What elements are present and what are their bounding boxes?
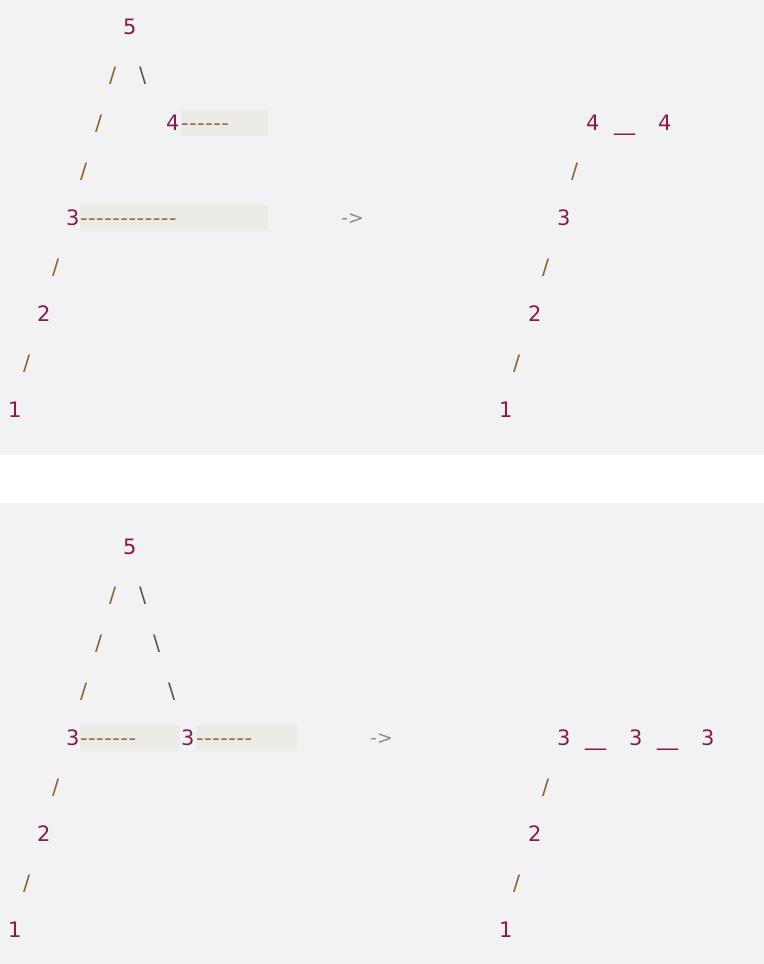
node-1: 1 — [8, 918, 22, 942]
node-2: 2 — [528, 822, 542, 846]
edge-slash: / — [542, 775, 550, 799]
edge-backslash: \ — [139, 583, 147, 607]
edge-slash: / — [109, 63, 117, 87]
edge-slash: / — [513, 351, 521, 375]
dash-line: ------ — [181, 110, 268, 136]
merge-separator: __ — [585, 726, 606, 750]
node-5: 5 — [123, 535, 137, 559]
node-4: 4 — [586, 111, 600, 135]
edge-slash: / — [95, 111, 103, 135]
edge-slash: / — [52, 775, 60, 799]
edge-backslash: \ — [168, 679, 176, 703]
edge-slash: / — [95, 631, 103, 655]
edge-slash: / — [80, 159, 88, 183]
diagram-panel-2: 5 / \ / \ / \ 3 ------- 3 ------- / 2 / … — [0, 503, 764, 964]
transform-arrow: -> — [341, 207, 364, 229]
merge-separator: __ — [657, 726, 678, 750]
node-3: 3 — [66, 206, 80, 230]
edge-slash: / — [52, 255, 60, 279]
node-2: 2 — [528, 302, 542, 326]
merge-separator: __ — [614, 111, 635, 135]
node-4: 4 — [166, 111, 180, 135]
node-1: 1 — [8, 398, 22, 422]
edge-slash: / — [23, 351, 31, 375]
node-1: 1 — [499, 918, 513, 942]
edge-slash: / — [80, 679, 88, 703]
node-3: 3 — [557, 206, 571, 230]
dash-line: ------------ — [80, 205, 268, 231]
node-2: 2 — [37, 302, 51, 326]
edge-slash: / — [23, 871, 31, 895]
edge-backslash: \ — [139, 63, 147, 87]
node-2: 2 — [37, 822, 51, 846]
edge-slash: / — [109, 583, 117, 607]
node-3: 3 — [557, 726, 571, 750]
dash-line: ------- — [196, 725, 297, 751]
transform-arrow: -> — [370, 727, 393, 749]
edge-slash: / — [542, 255, 550, 279]
node-3: 3 — [66, 726, 80, 750]
node-3: 3 — [701, 726, 715, 750]
node-5: 5 — [123, 15, 137, 39]
diagram-panel-1: 5 / \ / 4 ------ / 3 ------------ / 2 / … — [0, 0, 764, 455]
edge-backslash: \ — [153, 631, 161, 655]
node-4: 4 — [658, 111, 672, 135]
node-3: 3 — [629, 726, 643, 750]
node-1: 1 — [499, 398, 513, 422]
edge-slash: / — [571, 159, 579, 183]
dash-line: ------- — [80, 725, 180, 751]
node-3: 3 — [181, 726, 195, 750]
edge-slash: / — [513, 871, 521, 895]
